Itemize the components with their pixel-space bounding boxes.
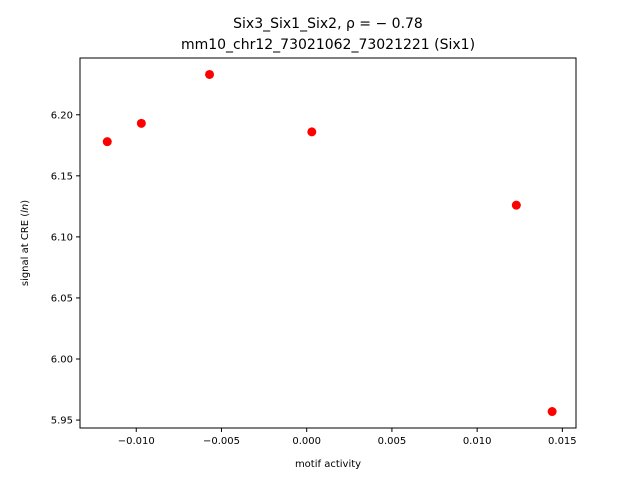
y-tick-label: 5.95 [51,416,73,427]
data-point [547,407,557,417]
x-axis-ticks: −0.010 −0.005 0.000 0.005 0.010 0.015 [118,428,577,447]
y-tick-label: 6.20 [51,110,73,121]
data-point [511,200,521,210]
x-tick-label: 0.015 [548,436,577,447]
y-axis-label: signal at CRE (ln) [20,200,31,286]
x-axis-label: motif activity [295,459,361,470]
y-tick-label: 6.10 [51,232,73,243]
axes-frame [79,57,577,429]
x-tick-label: 0.010 [463,436,492,447]
data-point [307,127,317,137]
y-tick-label: 6.15 [51,171,73,182]
x-tick-label: −0.005 [203,436,240,447]
x-tick-label: 0.005 [378,436,407,447]
chart-title-line2: mm10_chr12_73021062_73021221 (Six1) [181,37,475,53]
data-point [205,69,215,79]
y-tick-label: 6.00 [51,355,73,366]
x-tick-label: 0.000 [292,436,321,447]
x-tick-label: −0.010 [118,436,155,447]
data-points [102,69,557,417]
y-tick-label: 6.05 [51,293,73,304]
data-point [136,118,146,128]
data-point [102,137,112,147]
chart-title-line1: Six3_Six1_Six2, ρ = − 0.78 [233,16,423,32]
y-axis-ticks: 5.95 6.00 6.05 6.10 6.15 6.20 [51,110,80,427]
